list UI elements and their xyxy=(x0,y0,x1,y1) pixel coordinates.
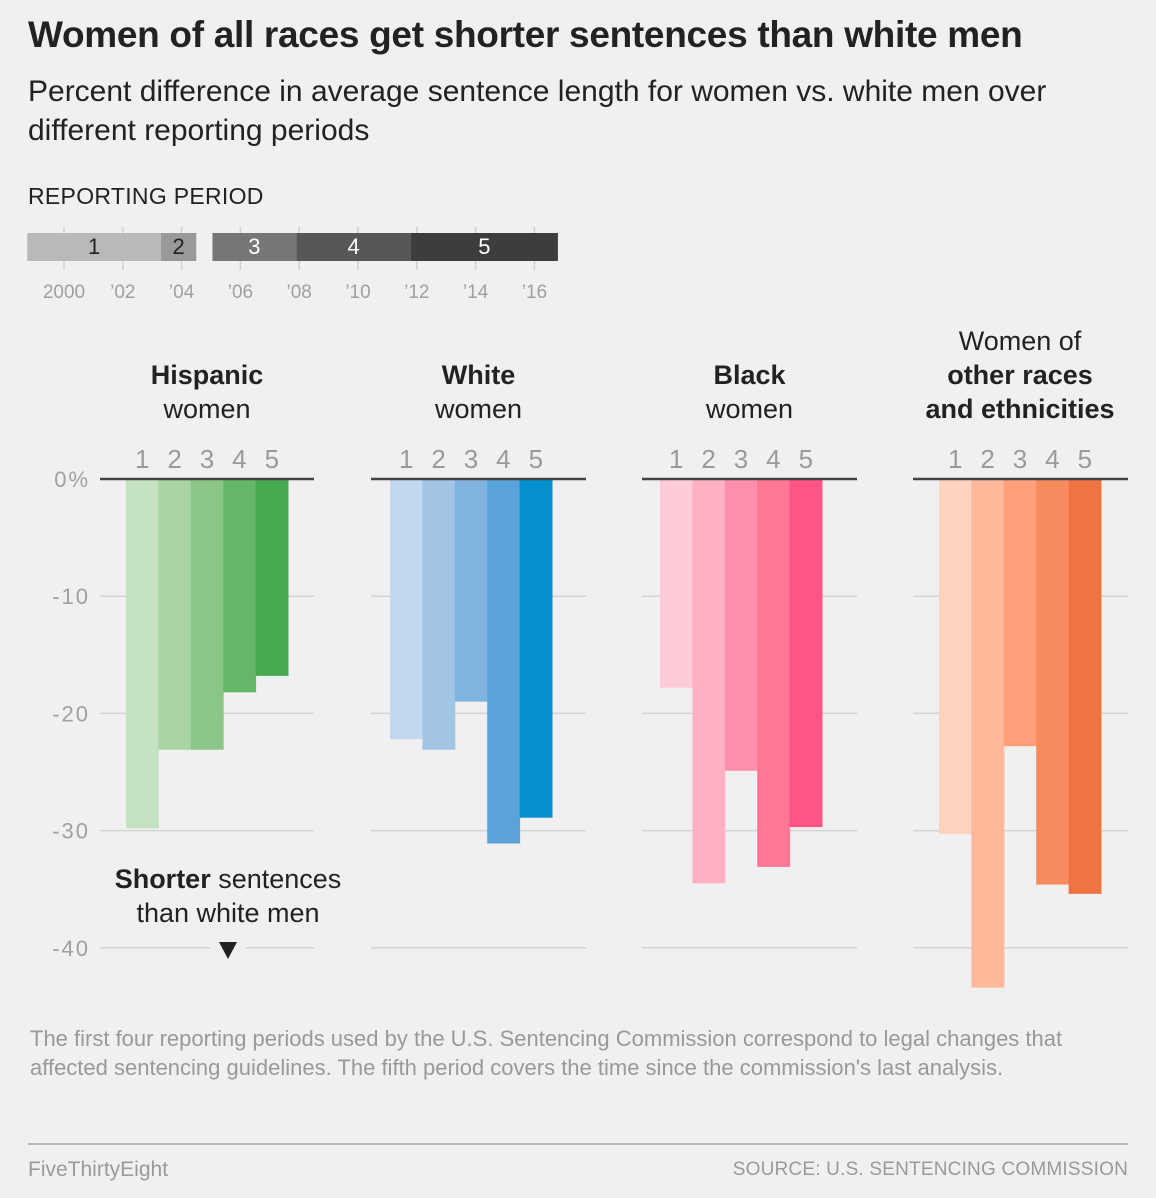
bar-4-period-3 xyxy=(1003,479,1037,747)
period-label: 2 xyxy=(431,444,445,474)
down-triangle-icon xyxy=(219,942,237,959)
group-title-line: and ethnicities xyxy=(925,394,1114,424)
group-title-line: other races xyxy=(947,360,1093,390)
legend-year-label: ’06 xyxy=(228,282,253,303)
y-tick-label: 0% xyxy=(54,467,90,492)
y-tick-label: -10 xyxy=(52,584,90,609)
period-label: 4 xyxy=(766,444,780,474)
bar-3-period-5 xyxy=(789,479,823,828)
period-label: 1 xyxy=(948,444,962,474)
legend-year-label: ’02 xyxy=(110,282,135,303)
group-title-line: Women of xyxy=(959,326,1082,356)
group-title-line: Black xyxy=(713,360,786,390)
legend-year-label: ’14 xyxy=(463,282,489,303)
bar-3-period-1 xyxy=(660,479,693,688)
period-label: 1 xyxy=(135,444,149,474)
group-title-line: White xyxy=(442,360,516,390)
bar-3-period-4 xyxy=(757,479,791,867)
legend-year-label: ’04 xyxy=(169,282,195,303)
source-label: SOURCE: U.S. SENTENCING COMMISSION xyxy=(732,1159,1128,1180)
bar-1-period-5 xyxy=(255,479,289,676)
group-title-line: women xyxy=(434,394,522,424)
legend-period-3 xyxy=(212,233,297,261)
period-label: 2 xyxy=(980,444,994,474)
period-label: 5 xyxy=(265,444,279,474)
period-label: 4 xyxy=(496,444,510,474)
period-label: 2 xyxy=(701,444,715,474)
bar-1-period-2 xyxy=(158,479,192,750)
group-title-line: women xyxy=(705,394,793,424)
legend-period-label: 2 xyxy=(173,234,185,259)
bar-2-period-5 xyxy=(519,479,553,818)
group-title-line: Hispanic xyxy=(151,360,264,390)
y-tick-label: -20 xyxy=(52,701,90,726)
legend-period-2 xyxy=(161,233,197,261)
annotation-line-2: than white men xyxy=(136,898,319,928)
y-tick-label: -40 xyxy=(52,936,90,961)
legend-year-label: 2000 xyxy=(43,282,85,303)
bar-1-period-4 xyxy=(223,479,257,693)
annotation-bold: Shorter xyxy=(115,864,212,894)
bar-4-period-2 xyxy=(971,479,1005,988)
period-label: 1 xyxy=(669,444,683,474)
legend-year-label: ’16 xyxy=(522,282,547,303)
group-title-line: women xyxy=(162,394,250,424)
legend-period-label: 1 xyxy=(88,234,100,259)
bar-4-period-5 xyxy=(1068,479,1102,894)
period-label: 3 xyxy=(1013,444,1027,474)
chart-subtitle: Percent difference in average sentence l… xyxy=(28,75,1047,147)
legend-period-label: 4 xyxy=(347,234,359,259)
bar-1-period-1 xyxy=(126,479,159,829)
legend-period-1 xyxy=(27,233,162,261)
legend-year-label: ’08 xyxy=(287,282,312,303)
period-label: 3 xyxy=(464,444,478,474)
annotation-line-1: Shorter sentences xyxy=(115,864,342,894)
bar-2-period-3 xyxy=(454,479,488,702)
bar-2-period-2 xyxy=(422,479,456,750)
chart-title: Women of all races get shorter sentences… xyxy=(28,14,1023,55)
period-label: 5 xyxy=(799,444,813,474)
y-tick-label: -30 xyxy=(52,819,90,844)
bar-4-period-1 xyxy=(939,479,972,835)
legend-year-label: ’12 xyxy=(404,282,429,303)
period-label: 3 xyxy=(200,444,214,474)
bar-2-period-4 xyxy=(487,479,521,844)
footnote: The first four reporting periods used by… xyxy=(30,1026,1063,1080)
bar-1-period-3 xyxy=(190,479,224,750)
period-label: 1 xyxy=(399,444,413,474)
legend-period-4 xyxy=(296,233,411,261)
legend-year-label: ’10 xyxy=(345,282,370,303)
bar-4-period-4 xyxy=(1036,479,1070,885)
period-label: 2 xyxy=(167,444,181,474)
legend-period-label: 3 xyxy=(248,234,260,259)
brand-label: FiveThirtyEight xyxy=(28,1158,169,1181)
legend-period-5 xyxy=(410,233,558,261)
bar-3-period-3 xyxy=(724,479,758,771)
period-label: 5 xyxy=(1078,444,1092,474)
bar-3-period-2 xyxy=(692,479,726,884)
period-label: 4 xyxy=(232,444,246,474)
annotation-rest: sentences xyxy=(211,864,342,894)
period-label: 5 xyxy=(529,444,543,474)
legend-title: REPORTING PERIOD xyxy=(28,183,264,209)
bar-2-period-1 xyxy=(390,479,423,740)
period-label: 4 xyxy=(1045,444,1059,474)
legend-period-label: 5 xyxy=(478,234,490,259)
footer-divider xyxy=(28,1143,1128,1145)
period-label: 3 xyxy=(734,444,748,474)
chart-canvas: 1 2 3 4 52000’02’04’06’08’10’12’14’160%-10-2… xyxy=(27,227,1128,988)
